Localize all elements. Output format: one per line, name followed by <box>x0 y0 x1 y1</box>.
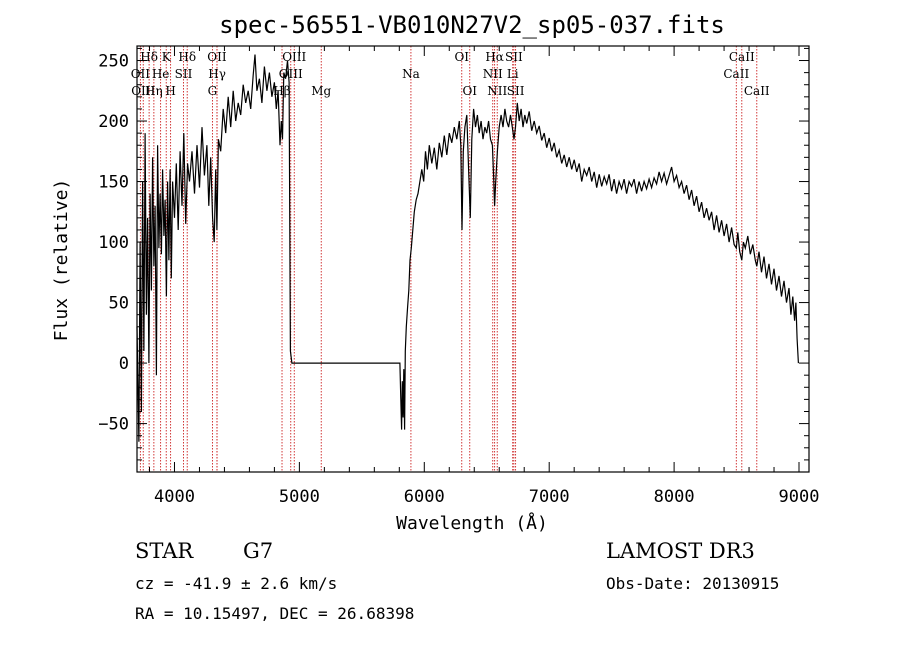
y-axis-ticks: −50 0 50 100 150 200 250 <box>98 47 809 461</box>
x-tick-label: 9000 <box>779 487 820 507</box>
emission-line-label: K <box>162 50 172 64</box>
emission-line-label: Li <box>507 67 519 81</box>
emission-line-label: CaII <box>723 67 749 81</box>
emission-line-label: OI <box>462 84 477 98</box>
y-tick-label: 100 <box>98 233 129 253</box>
emission-line-label: Hδ <box>178 50 196 64</box>
emission-line-label: SII <box>507 84 525 98</box>
coordinates: RA = 10.15497, DEC = 26.68398 <box>135 604 414 623</box>
x-tick-label: 7000 <box>529 487 570 507</box>
emission-line-label: He <box>152 67 170 81</box>
x-tick-label: 6000 <box>404 487 445 507</box>
emission-line-label: NII <box>483 67 503 81</box>
emission-line-label: Mg <box>311 84 331 98</box>
y-axis-label: Flux (relative) <box>51 179 72 342</box>
emission-line-label: CaII <box>729 50 755 64</box>
y-tick-label: 250 <box>98 52 129 72</box>
x-tick-label: 4000 <box>154 487 195 507</box>
emission-line-label: NII <box>487 84 507 98</box>
obs-date: Obs-Date: 20130915 <box>606 574 779 593</box>
emission-line-label: SII <box>175 67 193 81</box>
plot-frame <box>136 45 810 473</box>
x-axis-label: Wavelength (Å) <box>396 512 548 534</box>
emission-line-markers <box>139 46 758 472</box>
emission-line-label: Hδ <box>140 50 158 64</box>
emission-line-label: OI <box>454 50 469 64</box>
emission-line-label: Hγ <box>208 67 226 81</box>
emission-line-label: Na <box>402 67 420 81</box>
emission-line-label: OIII <box>282 50 306 64</box>
object-class: STAR <box>135 539 194 563</box>
y-tick-label: 200 <box>98 112 129 132</box>
emission-line-label: H <box>165 84 175 98</box>
y-tick-label: 150 <box>98 173 129 193</box>
chart-title: spec-56551-VB010N27V2_sp05-037.fits <box>219 11 725 39</box>
x-axis-ticks: 4000 5000 6000 7000 8000 9000 <box>148 46 820 507</box>
y-tick-label: 0 <box>119 354 129 374</box>
emission-line-label: OII <box>131 67 151 81</box>
emission-line-label: OII <box>207 50 227 64</box>
y-tick-label: 50 <box>109 294 129 314</box>
redshift-text: cz = -41.9 ± 2.6 km/s <box>135 574 337 593</box>
emission-line-label: Hη <box>145 84 163 98</box>
emission-line-label: SII <box>505 50 523 64</box>
x-tick-label: 5000 <box>279 487 320 507</box>
y-tick-label: −50 <box>98 415 129 435</box>
x-tick-label: 8000 <box>654 487 695 507</box>
survey-name: LAMOST DR3 <box>606 539 755 563</box>
emission-line-label: OIII <box>279 67 303 81</box>
spectrum-line <box>136 54 799 442</box>
emission-line-label: G <box>208 84 218 98</box>
object-subclass: G7 <box>243 539 273 563</box>
emission-line-label: Hα <box>485 50 504 64</box>
emission-line-label: CaII <box>744 84 770 98</box>
